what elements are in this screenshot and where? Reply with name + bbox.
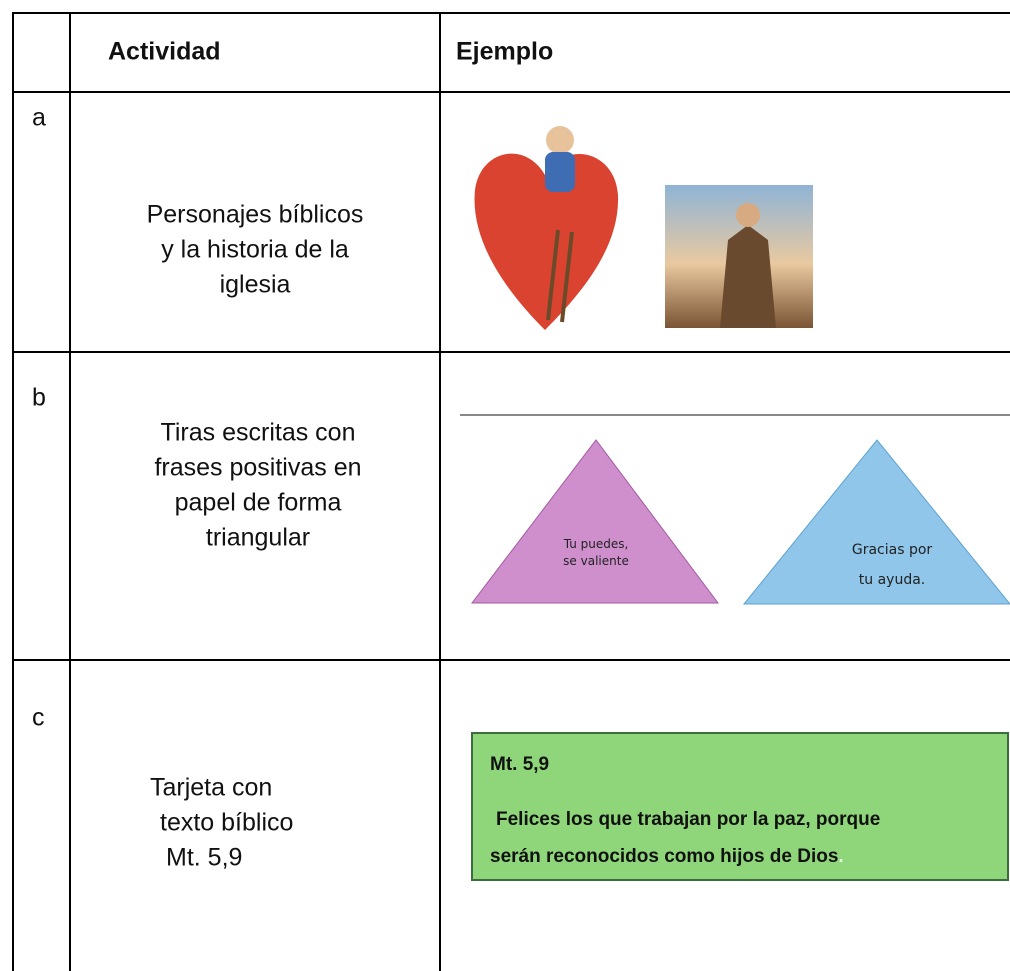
activity: Tiras escritas con	[160, 418, 356, 447]
triangle-text: Gracias por	[851, 542, 933, 558]
activity: Personajes bíblicos	[146, 200, 364, 229]
border	[12, 659, 1010, 661]
activity: frases positivas en	[154, 453, 362, 482]
activity: Mt. 5,9	[166, 843, 243, 872]
triangle-text: se valiente	[563, 554, 629, 568]
activity: y la historia de la	[161, 235, 349, 264]
card-text: serán reconocidos como hijos de Dios.	[490, 846, 844, 868]
border	[69, 12, 71, 971]
border	[12, 91, 1010, 93]
row-label: c	[32, 703, 45, 732]
border	[439, 12, 441, 971]
border	[12, 12, 1010, 14]
activity: iglesia	[219, 270, 291, 299]
activity: papel de forma	[174, 488, 342, 517]
triangle-text: Tu puedes,	[563, 537, 629, 551]
header: Actividad	[108, 37, 221, 66]
activity: texto bíblico	[160, 808, 294, 837]
header: Ejemplo	[456, 37, 554, 66]
border	[12, 12, 14, 971]
activity: Tarjeta con	[150, 773, 273, 802]
card-reference: Mt. 5,9	[490, 754, 550, 775]
border	[12, 351, 1010, 353]
card-text: Felices los que trabajan por la paz, por…	[496, 809, 881, 830]
card-text-line: serán reconocidos como hijos de Dios	[490, 846, 839, 867]
activity: triangular	[205, 523, 311, 552]
card-trailing: .	[838, 846, 844, 867]
row-label: b	[32, 383, 46, 412]
row-label: a	[32, 103, 46, 132]
triangle-text: tu ayuda.	[858, 572, 926, 588]
